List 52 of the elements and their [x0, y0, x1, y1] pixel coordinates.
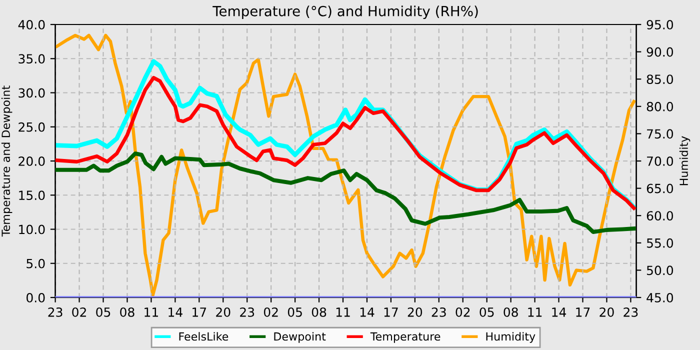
x-tick-label: 17	[192, 308, 206, 317]
legend-label: FeelsLike	[179, 332, 228, 341]
x-tick-label: 20	[600, 307, 614, 317]
y2-tick-label: 65.0	[646, 184, 674, 194]
y-tick-label: 40.0	[18, 20, 45, 30]
y-tick-label: 30.0	[18, 88, 45, 98]
y2-tick-label: 60.0	[646, 211, 674, 221]
y2-tick-label: 55.0	[646, 238, 674, 248]
x-tick-label: 14	[360, 308, 374, 317]
x-tick-label: 23	[432, 307, 446, 317]
x-tick-label: 23	[240, 307, 254, 317]
y-tick-label: 10.0	[19, 224, 45, 234]
y2-tick-label: 75.0	[647, 129, 674, 139]
x-tick-label: 08	[120, 307, 134, 317]
y-tick-label: 5.0	[26, 258, 45, 268]
x-tick-label: 23	[48, 307, 62, 317]
y2-tick-label: 45.0	[646, 292, 674, 302]
x-tick-label: 20	[216, 307, 230, 317]
y2-tick-label: 95.0	[646, 20, 674, 30]
x-tick-label: 11	[336, 308, 350, 317]
y2-tick-label: 85.0	[646, 74, 674, 84]
chart-title: Temperature (°C) and Humidity (RH%)	[212, 6, 478, 20]
y2-tick-label: 70.0	[647, 156, 674, 166]
x-tick-label: 17	[384, 308, 398, 317]
y-tick-label: 25.0	[18, 122, 45, 132]
x-tick-label: 02	[456, 307, 470, 317]
y-tick-label: 0.0	[26, 292, 45, 302]
x-tick-label: 11	[144, 308, 158, 317]
y2-tick-label: 90.0	[646, 47, 674, 57]
x-tick-label: 05	[96, 307, 110, 317]
x-tick-label: 08	[312, 307, 326, 317]
x-tick-label: 20	[408, 307, 422, 317]
x-tick-label: 17	[576, 308, 590, 317]
x-tick-label: 05	[480, 307, 494, 317]
y-axis-title: Temperature and Dewpoint	[1, 86, 12, 237]
x-tick-label: 02	[72, 307, 86, 317]
x-tick-label: 14	[168, 308, 182, 317]
legend-label: Humidity	[486, 332, 536, 343]
x-tick-label: 23	[624, 307, 638, 317]
x-tick-label: 02	[264, 307, 278, 317]
y2-axis-title: Humidity	[679, 136, 690, 186]
y2-tick-label: 50.0	[646, 266, 674, 276]
legend-label: Dewpoint	[274, 332, 326, 343]
x-tick-label: 05	[288, 307, 302, 317]
y-tick-label: 35.0	[18, 54, 45, 64]
x-tick-label: 14	[552, 308, 566, 317]
y-tick-label: 20.0	[18, 156, 45, 166]
y-tick-label: 15.0	[19, 190, 45, 200]
x-tick-label: 08	[504, 307, 518, 317]
y2-tick-label: 80.0	[646, 102, 674, 112]
x-tick-label: 11	[528, 308, 542, 317]
legend-label: Temperature	[370, 332, 440, 343]
